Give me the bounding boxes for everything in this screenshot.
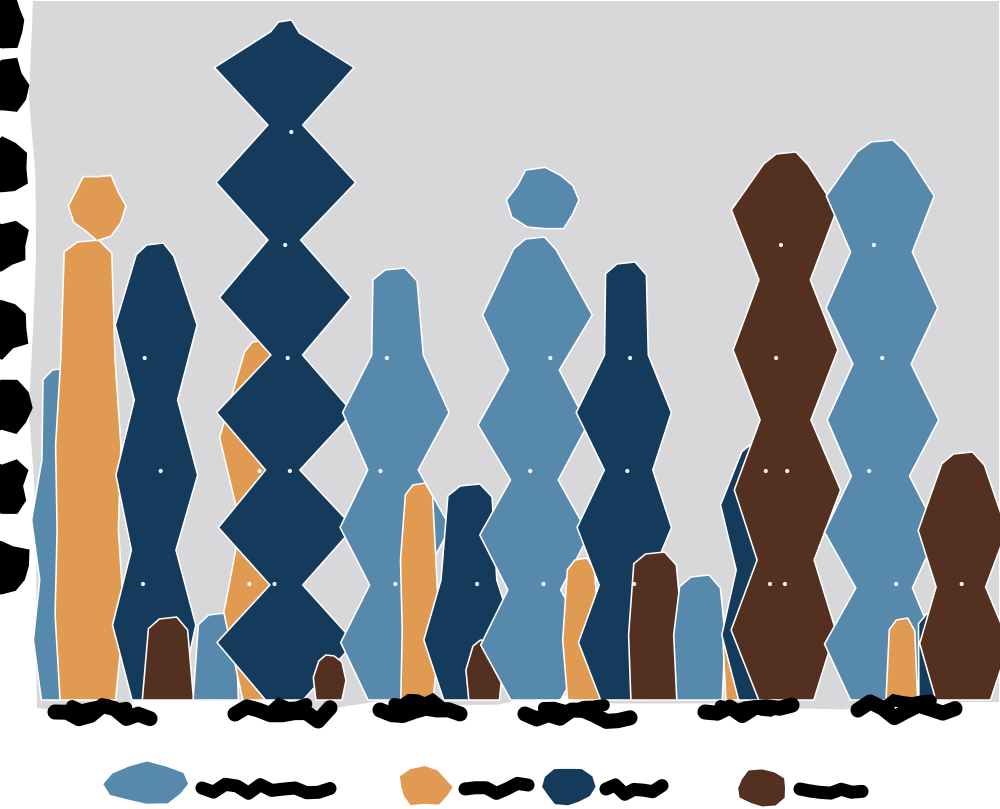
- y-tick-label-blob: [0, 459, 29, 514]
- grid-dot: [475, 581, 480, 587]
- x-category-label-scribble: [388, 692, 446, 712]
- grid-dot: [632, 581, 637, 587]
- grid-dot: [140, 581, 146, 587]
- bar-group5-series1: [672, 574, 726, 701]
- grid-dot: [247, 581, 252, 587]
- bar-group6-series2: [885, 617, 919, 701]
- grid-dot: [289, 129, 294, 135]
- x-category-label-scribble: [66, 699, 133, 717]
- y-tick-label-blob: [0, 0, 25, 49]
- grid-dot: [774, 355, 779, 361]
- y-tick-label-blob: [0, 136, 28, 193]
- grid-dot: [285, 355, 290, 361]
- legend-label-scribble: [599, 778, 669, 801]
- legend-label-scribble: [195, 777, 337, 800]
- y-tick-label-blob: [0, 57, 30, 112]
- grid-dot: [880, 355, 885, 361]
- x-category-label-scribble: [246, 697, 313, 719]
- legend-swatch: [100, 759, 191, 806]
- bar-cap-blob: [67, 174, 127, 242]
- y-tick-label-blob: [0, 220, 29, 272]
- x-category-label-scribble: [537, 699, 610, 717]
- grid-dot: [959, 581, 964, 587]
- grid-dots: [140, 129, 964, 587]
- grid-dot: [625, 468, 630, 474]
- legend-swatch: [539, 766, 598, 808]
- grid-dot: [158, 468, 163, 474]
- y-tick-label-blob: [0, 540, 30, 595]
- bar-cap-blob: [505, 166, 580, 230]
- grid-dot: [272, 581, 277, 587]
- grid-dot: [257, 468, 262, 474]
- bar-group2-series4: [312, 654, 347, 701]
- legend-label-scribble: [793, 782, 869, 800]
- bars-layer: [30, 19, 1000, 701]
- grid-dot: [548, 355, 553, 361]
- legend-label-scribble: [458, 776, 535, 800]
- bar-group6-series4: [917, 451, 1000, 701]
- grid-dot: [763, 468, 768, 474]
- legend-item: [397, 763, 535, 808]
- x-category-label-scribble: [714, 700, 777, 717]
- grid-dot: [871, 242, 877, 248]
- grid-dot: [384, 355, 389, 361]
- bar-group1-series4: [141, 616, 195, 701]
- grid-dot: [283, 242, 288, 248]
- bar-group6-series1: [823, 139, 940, 701]
- bar-group2-series3: [213, 19, 357, 701]
- legend-item: [539, 766, 669, 808]
- grid-dot: [287, 468, 292, 474]
- bar-group5-series4: [730, 151, 842, 701]
- legend-item: [736, 767, 869, 809]
- grid-dot: [894, 581, 899, 587]
- y-axis-tick-labels: [0, 0, 33, 595]
- x-category-label-scribble: [869, 693, 937, 715]
- grid-dot: [782, 581, 788, 587]
- legend-swatch: [397, 763, 456, 808]
- grid-dot: [528, 468, 533, 474]
- grid-dot: [628, 355, 633, 361]
- legend: [100, 759, 869, 809]
- grid-dot: [142, 355, 147, 361]
- y-tick-label-blob: [0, 300, 29, 360]
- grid-dot: [767, 581, 773, 587]
- grid-dot: [378, 468, 383, 474]
- x-category-label-scribble: [372, 700, 468, 723]
- bar-group1-series3: [111, 242, 199, 701]
- grid-dot: [785, 468, 790, 474]
- grid-dot: [867, 468, 872, 474]
- grid-dot: [541, 581, 546, 587]
- x-axis-category-labels: [47, 692, 963, 729]
- legend-item: [100, 759, 337, 806]
- y-tick-label-blob: [0, 379, 33, 434]
- grid-dot: [778, 242, 784, 248]
- legend-swatch: [736, 767, 788, 809]
- grid-dot: [393, 581, 398, 587]
